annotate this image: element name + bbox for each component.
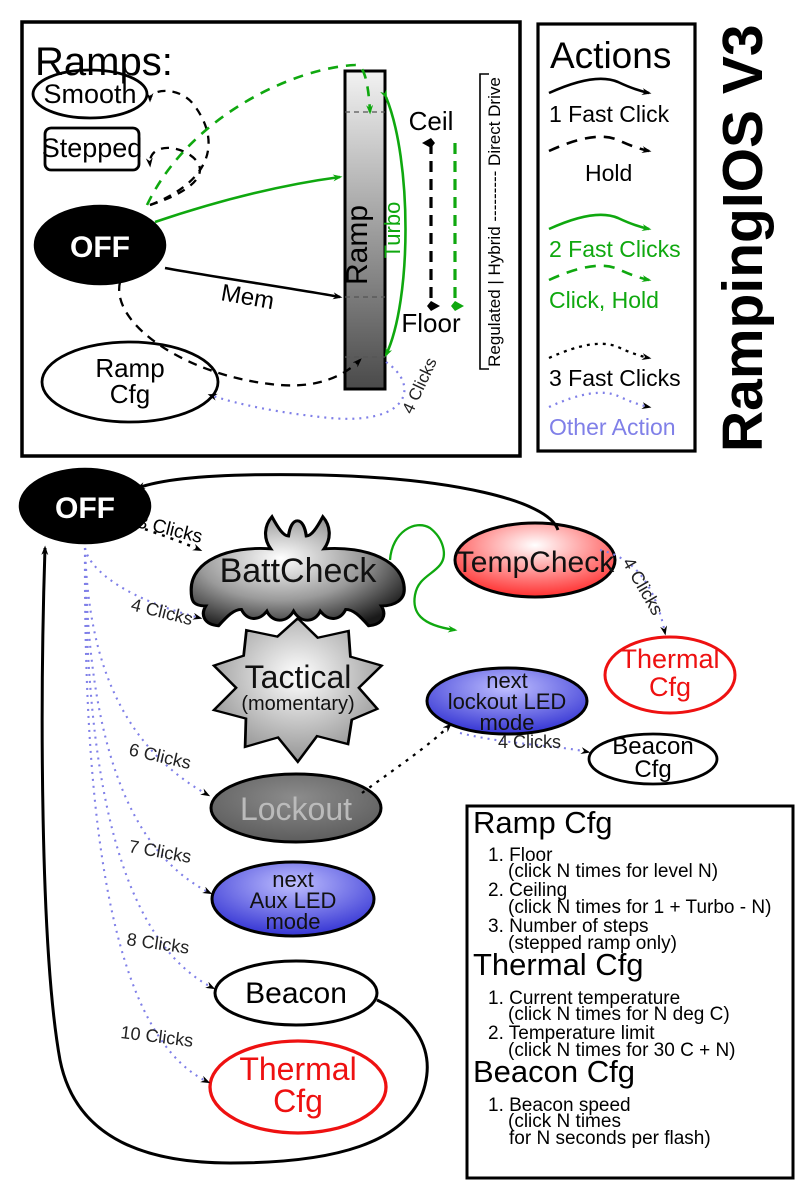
svg-text:Actions: Actions <box>550 35 671 76</box>
svg-text:Ramps:: Ramps: <box>35 40 173 84</box>
svg-text:OFF: OFF <box>55 492 115 525</box>
svg-text:Ceil: Ceil <box>409 106 454 136</box>
svg-text:Hold: Hold <box>585 160 632 186</box>
svg-text:(momentary): (momentary) <box>241 693 354 715</box>
svg-text:RampingIOS V3: RampingIOS V3 <box>711 24 775 452</box>
svg-text:Cfg: Cfg <box>649 672 691 702</box>
svg-text:Beacon Cfg: Beacon Cfg <box>473 1054 635 1089</box>
svg-text:Thermal Cfg: Thermal Cfg <box>473 947 644 982</box>
svg-text:(click N times for level N): (click N times for level N) <box>508 861 718 882</box>
svg-text:(click N times for 1 + Turbo -: (click N times for 1 + Turbo - N) <box>508 897 771 918</box>
svg-text:Cfg: Cfg <box>273 1083 323 1119</box>
svg-text:BattCheck: BattCheck <box>220 552 378 590</box>
svg-text:4 Clicks: 4 Clicks <box>129 594 195 629</box>
svg-text:10 Clicks: 10 Clicks <box>120 1022 195 1051</box>
svg-text:Lockout: Lockout <box>240 791 352 827</box>
svg-text:Thermal: Thermal <box>620 644 719 674</box>
svg-text:Click, Hold: Click, Hold <box>549 287 659 313</box>
svg-text:Other Action: Other Action <box>549 414 676 440</box>
svg-text:3 Clicks: 3 Clicks <box>135 511 205 547</box>
svg-text:OFF: OFF <box>70 231 130 264</box>
svg-text:(click N times for N deg C): (click N times for N deg C) <box>508 1004 730 1025</box>
svg-text:Regulated | Hybrid --------- D: Regulated | Hybrid --------- Direct Driv… <box>485 77 504 367</box>
svg-text:Ramp: Ramp <box>341 205 374 285</box>
svg-text:mode: mode <box>265 909 320 934</box>
svg-text:Turbo: Turbo <box>380 202 405 259</box>
svg-text:TempCheck: TempCheck <box>456 546 615 579</box>
svg-text:Stepped: Stepped <box>42 133 143 163</box>
svg-text:Tactical: Tactical <box>245 659 352 695</box>
svg-text:for N seconds per flash): for N seconds per flash) <box>509 1128 711 1149</box>
svg-text:4 Clicks: 4 Clicks <box>398 355 440 417</box>
svg-text:2 Fast Clicks: 2 Fast Clicks <box>549 236 681 262</box>
svg-text:Smooth: Smooth <box>43 79 136 109</box>
svg-text:1 Fast Click: 1 Fast Click <box>549 101 670 127</box>
svg-text:Ramp Cfg: Ramp Cfg <box>473 805 613 840</box>
svg-text:7 Clicks: 7 Clicks <box>127 836 193 867</box>
svg-text:6 Clicks: 6 Clicks <box>127 739 193 773</box>
svg-text:3 Fast Clicks: 3 Fast Clicks <box>549 365 681 391</box>
svg-text:Beacon: Beacon <box>245 977 347 1010</box>
svg-text:Cfg: Cfg <box>110 379 150 409</box>
svg-text:Cfg: Cfg <box>634 756 671 783</box>
svg-text:4 Clicks: 4 Clicks <box>498 732 561 752</box>
svg-text:4 Clicks: 4 Clicks <box>619 554 668 619</box>
svg-text:Thermal: Thermal <box>239 1051 356 1087</box>
svg-text:8 Clicks: 8 Clicks <box>125 929 190 958</box>
svg-text:Floor: Floor <box>401 308 461 338</box>
